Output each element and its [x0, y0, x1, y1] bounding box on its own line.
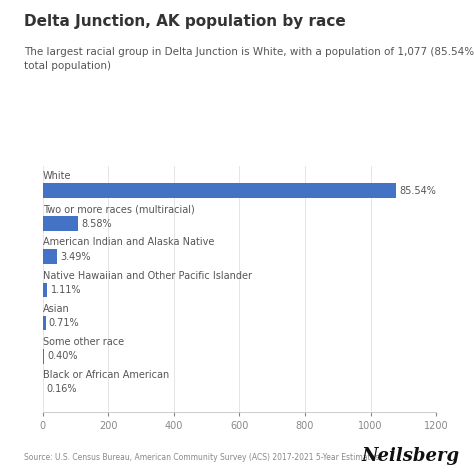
- Text: 3.49%: 3.49%: [60, 252, 91, 262]
- Text: Two or more races (multiracial): Two or more races (multiracial): [43, 204, 194, 214]
- Text: 8.58%: 8.58%: [82, 219, 112, 229]
- Text: American Indian and Alaska Native: American Indian and Alaska Native: [43, 237, 214, 247]
- Bar: [43, 349, 44, 364]
- Text: Asian: Asian: [43, 304, 69, 314]
- Bar: [43, 183, 396, 198]
- Text: Black or African American: Black or African American: [43, 370, 169, 380]
- Text: 0.16%: 0.16%: [46, 384, 77, 394]
- Text: Native Hawaiian and Other Pacific Islander: Native Hawaiian and Other Pacific Island…: [43, 271, 252, 281]
- Text: The largest racial group in Delta Junction is White, with a population of 1,077 : The largest racial group in Delta Juncti…: [24, 47, 474, 71]
- Text: Source: U.S. Census Bureau, American Community Survey (ACS) 2017-2021 5-Year Est: Source: U.S. Census Bureau, American Com…: [24, 453, 379, 462]
- Text: 85.54%: 85.54%: [399, 186, 436, 196]
- Text: Neilsberg: Neilsberg: [362, 447, 460, 465]
- Bar: [43, 316, 46, 330]
- Text: 1.11%: 1.11%: [51, 285, 81, 295]
- Text: Some other race: Some other race: [43, 337, 124, 346]
- Bar: [43, 249, 57, 264]
- Text: White: White: [43, 171, 71, 181]
- Text: Delta Junction, AK population by race: Delta Junction, AK population by race: [24, 14, 346, 29]
- Bar: [43, 283, 47, 297]
- Bar: [43, 216, 78, 231]
- Text: 0.71%: 0.71%: [49, 318, 80, 328]
- Text: 0.40%: 0.40%: [47, 351, 78, 361]
